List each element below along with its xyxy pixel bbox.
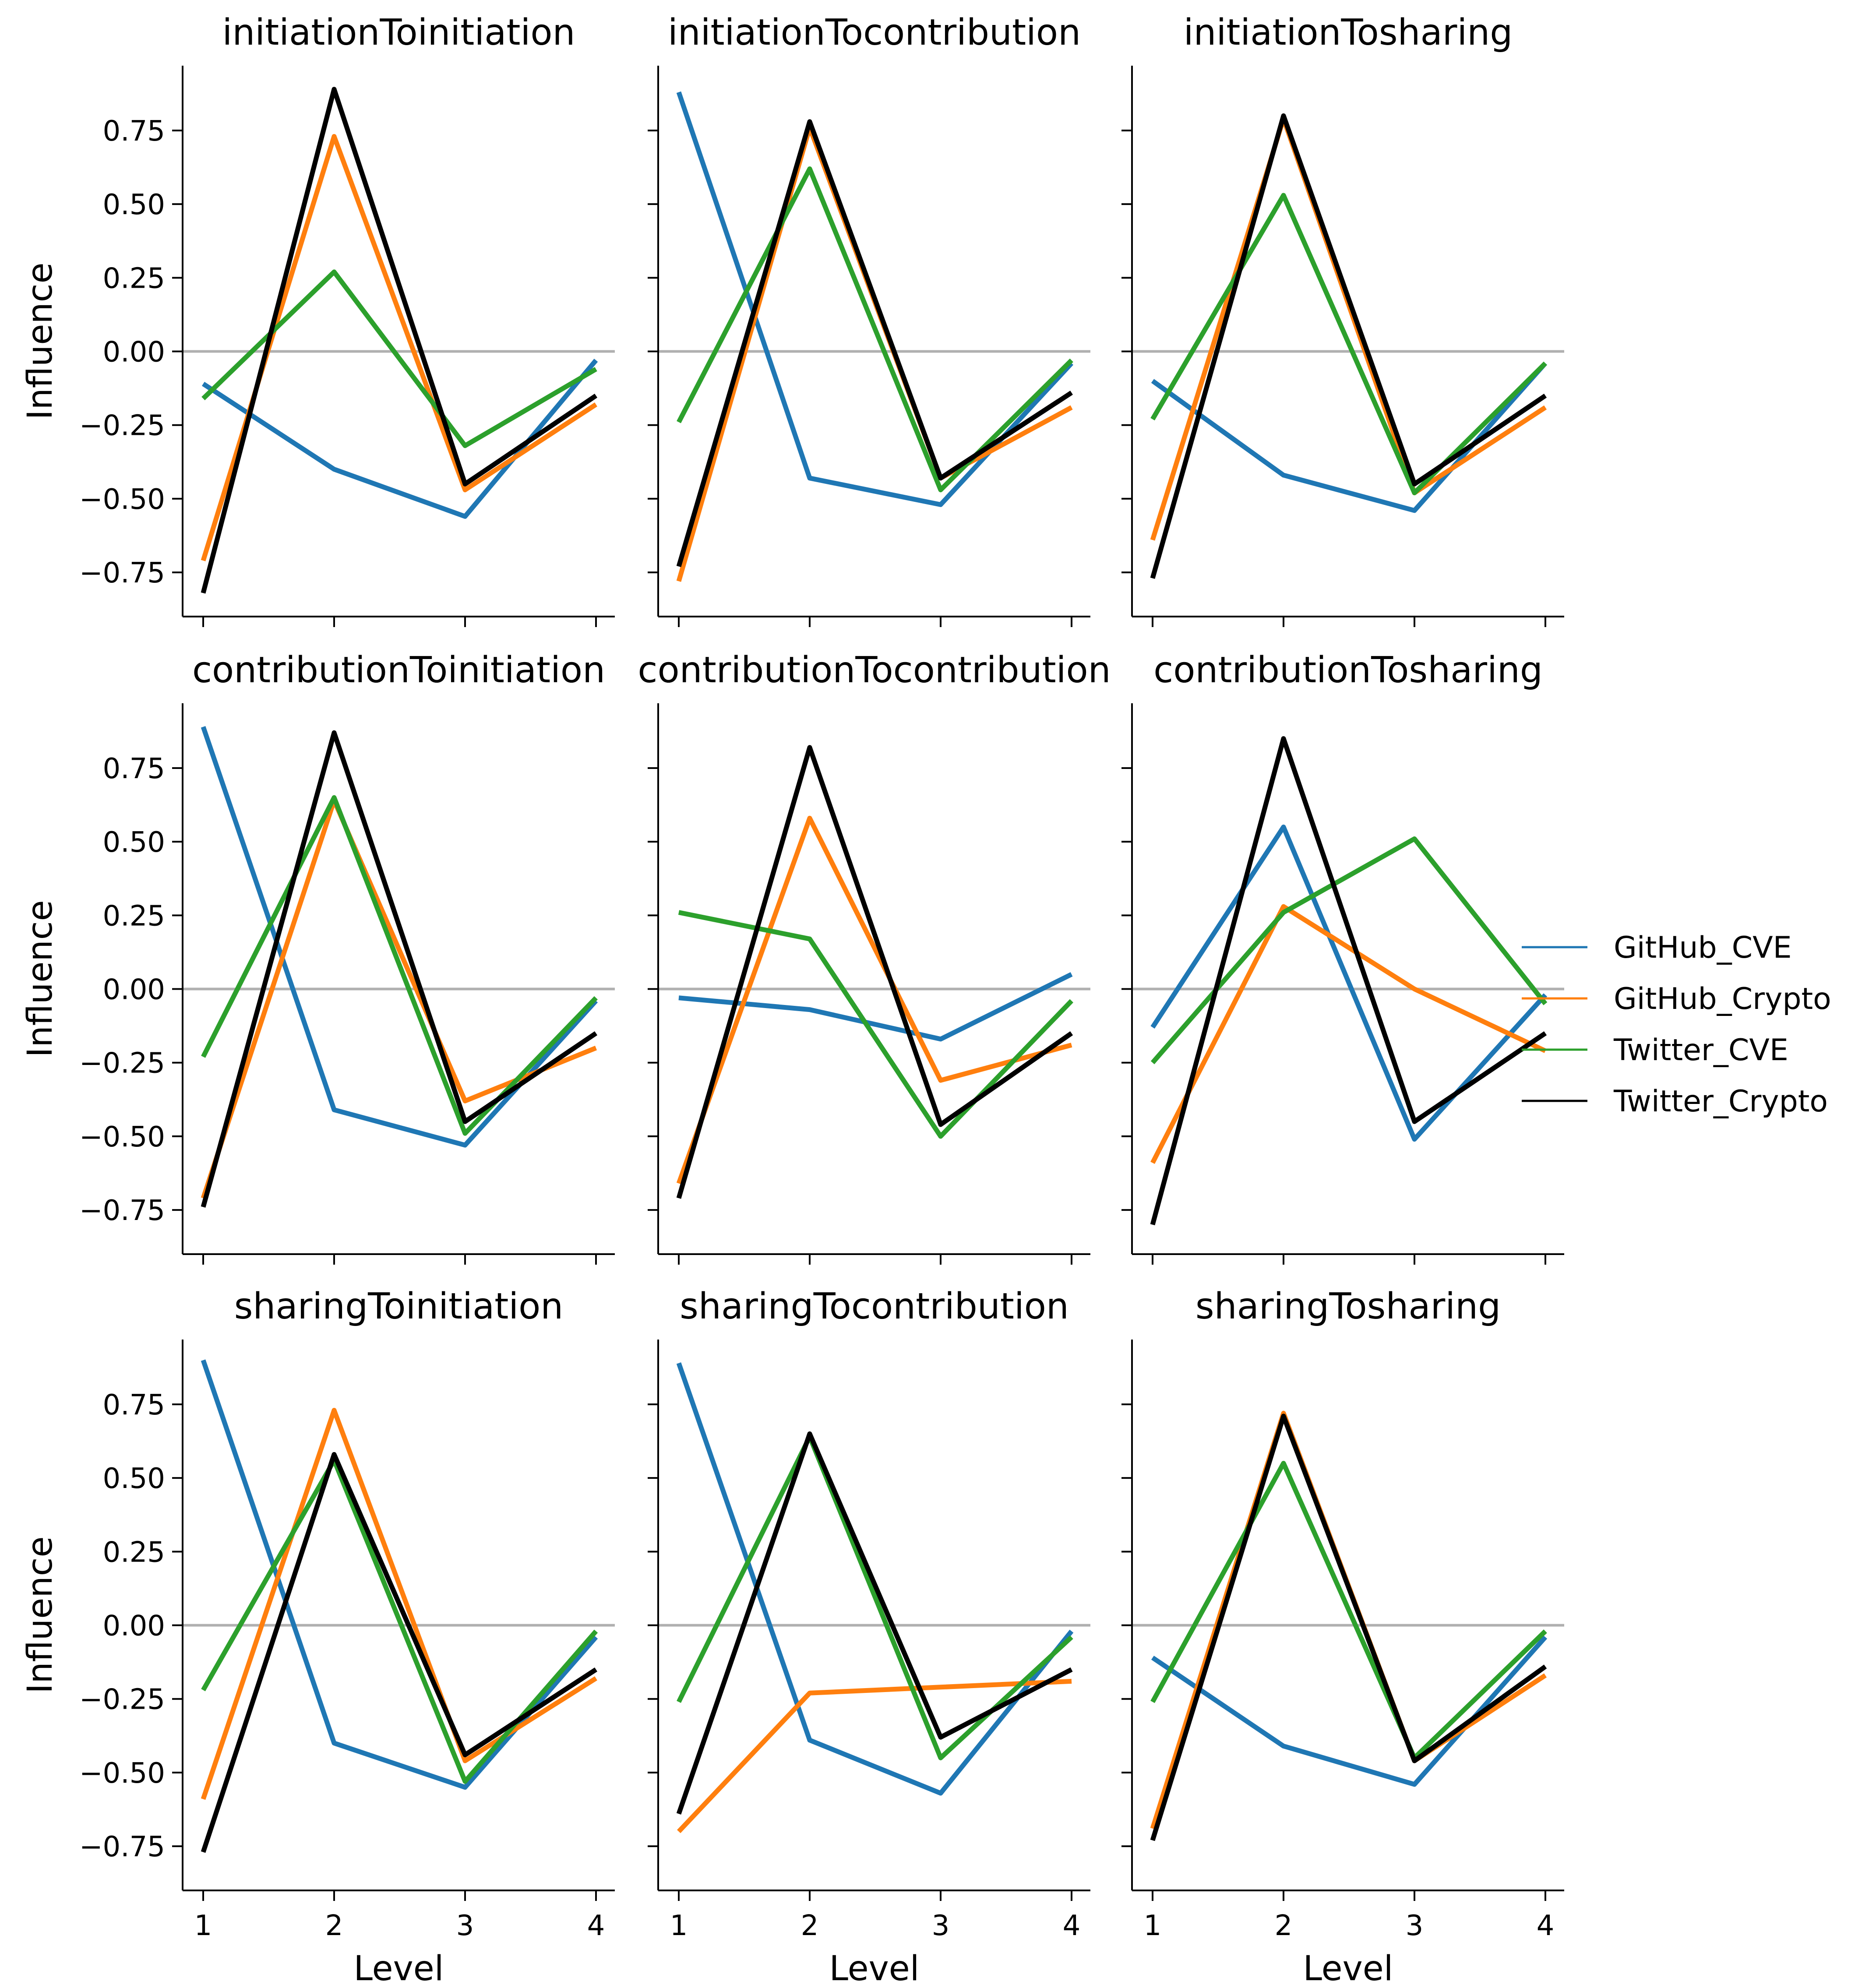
panel-title: sharingToinitiation [234,1286,564,1327]
x-tick-label: 1 [1144,1910,1162,1942]
y-tick-label: −0.50 [79,483,165,516]
y-tick-label: −0.25 [79,1684,165,1716]
legend: GitHub_CVE GitHub_Crypto Twitter_CVE Twitte… [1522,931,1831,1119]
x-axis-label: Level [1303,1949,1393,1985]
legend-label: Twitter_Crypto [1613,1084,1828,1119]
x-axis-label: Level [354,1949,444,1985]
series-line-GitHub_CVE [1151,361,1548,513]
panel-initiationTocontribution: initiationTocontribution [648,12,1090,627]
series-line-Twitter_Crypto [676,119,1073,568]
y-tick-label: 0.25 [103,900,166,932]
panel-title: contributionTocontribution [638,649,1111,691]
x-tick-label: 1 [670,1910,688,1942]
panel-title: contributionTosharing [1153,649,1543,691]
series-line-GitHub_Crypto [676,125,1073,582]
y-tick-label: −0.75 [79,1831,165,1863]
y-tick-label: 0.00 [103,974,166,1006]
y-tick-label: −0.50 [79,1757,165,1790]
panel-title: initiationTocontribution [668,12,1081,53]
x-tick-label: 1 [194,1910,212,1942]
y-tick-label: −0.25 [79,410,165,442]
series-line-GitHub_CVE [201,359,598,519]
series-line-Twitter_Crypto [676,1431,1073,1815]
panel-sharingTocontribution: sharingTocontribution 1 2 3 4 Level [648,1286,1090,1985]
panel-title: sharingTocontribution [680,1286,1069,1327]
series-line-GitHub_Crypto [201,1408,597,1800]
y-tick-label: 0.75 [103,753,166,785]
series-line-GitHub_Crypto [1150,116,1547,541]
series-line-Twitter_CVE [1150,1461,1547,1760]
series-line-GitHub_CVE [678,972,1073,1042]
series-line-Twitter_CVE [677,1434,1073,1760]
panel-sharingTosharing: sharingTosharing 1 2 3 4 Level [1121,1286,1564,1985]
x-tick-label: 2 [325,1910,343,1942]
x-tick-label: 2 [1275,1910,1293,1942]
panel-contributionToinitiation: contributionToinitiation −0.75 −0.50 −0.25 0… [21,649,615,1265]
series-line-Twitter_CVE [1150,836,1548,1065]
y-tick-label: 0.50 [103,1463,166,1495]
x-tick-label: 4 [1063,1910,1081,1942]
series-line-Twitter_Crypto [676,745,1073,1199]
series-line-GitHub_CVE [676,1362,1074,1796]
x-tick-label: 3 [1406,1910,1424,1942]
series-line-Twitter_Crypto [1150,1414,1547,1841]
x-tick-label: 2 [801,1910,819,1942]
series-line-Twitter_CVE [677,166,1073,493]
y-axis-label: Influence [21,900,60,1057]
panel-title: contributionToinitiation [192,649,605,691]
series-line-Twitter_CVE [1150,193,1547,495]
legend-label: GitHub_CVE [1614,931,1792,965]
y-axis-label: Influence [21,262,60,420]
y-tick-label: 0.25 [103,1536,166,1569]
series-line-Twitter_Crypto [201,87,598,594]
y-tick-label: 0.00 [103,1610,166,1643]
panel-title: initiationTosharing [1184,12,1513,53]
y-tick-label: −0.75 [79,1195,165,1227]
y-tick-label: 0.75 [103,115,166,148]
series-line-Twitter_CVE [201,795,598,1136]
x-tick-label: 3 [456,1910,474,1942]
panel-contributionTocontribution: contributionTocontribution [638,649,1111,1265]
series-line-GitHub_Crypto [677,1678,1072,1833]
y-tick-label: 0.50 [103,189,166,221]
x-tick-label: 3 [932,1910,950,1942]
series-line-GitHub_Crypto [201,798,597,1199]
series-line-Twitter_CVE [678,910,1073,1139]
series-line-GitHub_Crypto [1150,904,1547,1164]
y-tick-label: 0.25 [103,262,166,295]
y-tick-label: 0.50 [103,826,166,859]
panel-contributionTosharing: contributionTosharing [1121,649,1564,1265]
panel-initiationTosharing: initiationTosharing [1121,12,1564,627]
series-line-Twitter_Crypto [201,730,598,1208]
series-line-Twitter_CVE [201,1458,598,1784]
panel-initiationToinitiation: initiationToinitiation −0.75 −0.50 −0.25 0.0… [21,12,615,627]
panel-title: initiationToinitiation [222,12,575,53]
series-line-Twitter_Crypto [1150,113,1547,579]
legend-label: Twitter_CVE [1613,1033,1788,1068]
y-tick-label: −0.25 [79,1047,165,1080]
y-tick-label: 0.75 [103,1389,166,1421]
series-line-Twitter_Crypto [201,1452,598,1853]
x-axis-label: Level [829,1949,920,1985]
panel-title: sharingTosharing [1195,1286,1501,1327]
y-axis-label: Influence [21,1536,60,1693]
y-tick-label: −0.75 [79,557,165,589]
series-line-GitHub_Crypto [201,134,598,561]
panel-sharingToinitiation: sharingToinitiation −0.75 −0.50 −0.25 0.00 0.… [21,1286,615,1985]
series-line-GitHub_Crypto [676,815,1072,1185]
series-line-GitHub_CVE [201,1359,598,1790]
x-tick-label: 4 [587,1910,605,1942]
series-line-Twitter_Crypto [1150,736,1547,1226]
x-tick-label: 4 [1537,1910,1555,1942]
series-line-GitHub_CVE [1150,825,1548,1142]
legend-label: GitHub_Crypto [1614,982,1831,1016]
y-tick-label: 0.00 [103,336,166,369]
y-tick-label: −0.50 [79,1121,165,1153]
